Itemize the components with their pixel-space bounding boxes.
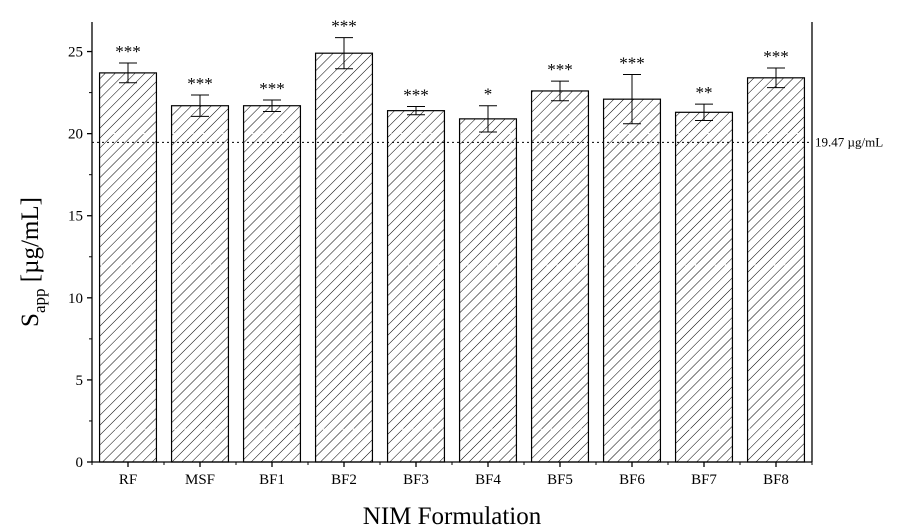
bar-MSF [170,105,230,463]
x-tick-label-BF7: BF7 [691,472,717,488]
x-tick-label-BF5: BF5 [547,472,573,488]
y-axis-label-subscript: app [30,289,49,314]
y-axis-label: Sapp [µg/mL] [17,197,49,327]
significance-label-BF3: *** [403,86,429,105]
x-tick-label-BF1: BF1 [259,472,285,488]
x-axis-label: NIM Formulation [363,503,542,530]
bar-BF7 [674,111,734,463]
significance-label-BF2: *** [331,17,357,36]
reference-line-group: 19.47 µg/mL [92,134,883,149]
y-axis-label-main: S [17,313,44,327]
significance-label-MSF: *** [187,74,213,93]
x-tick-label-MSF: MSF [185,472,215,488]
x-tick-label-BF6: BF6 [619,472,645,488]
y-tick-label: 15 [68,209,83,225]
y-tick-label: 10 [68,291,83,307]
significance-label-RF: *** [115,42,141,61]
significance-label-BF5: *** [547,60,573,79]
significance-label-BF1: *** [259,79,285,98]
significance-label-BF6: *** [619,54,645,73]
reference-line-label: 19.47 µg/mL [815,134,883,149]
bar-BF3 [386,110,446,463]
significance-label-BF4: * [484,85,493,104]
x-tick-label-RF: RF [119,472,137,488]
significance-label-BF7: ** [696,83,713,102]
y-tick-label: 20 [68,127,83,143]
bar-BF6 [602,98,662,463]
y-tick-label: 0 [76,455,84,471]
bar-BF4 [458,118,518,463]
bar-BF1 [242,105,302,463]
x-tick-label-BF4: BF4 [475,472,501,488]
bars-group [98,52,806,463]
bar-RF [98,72,158,463]
significance-label-BF8: *** [763,47,789,66]
y-axis-label-unit: [µg/mL] [17,197,44,288]
x-tick-label-BF8: BF8 [763,472,789,488]
significance-labels-group: ****** ********* **** ******** [115,17,789,105]
bar-BF8 [746,77,806,463]
error-bars-group [119,37,785,133]
y-tick-label: 25 [68,45,83,61]
bar-BF2 [314,52,374,463]
x-ticks-group: RF MSF BF1 BF2 BF3 BF4 BF5 BF6 BF7 BF8 [91,462,813,488]
bar-BF5 [530,90,590,463]
x-tick-label-BF2: BF2 [331,472,357,488]
y-ticks-group: 0 5 10 15 20 25 [68,45,92,471]
y-tick-label: 5 [76,373,84,389]
x-tick-label-BF3: BF3 [403,472,429,488]
